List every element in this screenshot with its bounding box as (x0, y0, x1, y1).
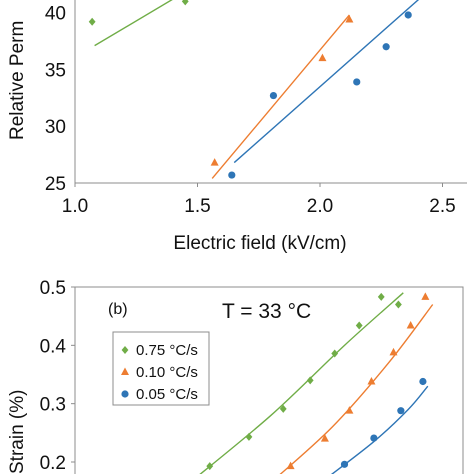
legend-label: 0.75 °C/s (136, 342, 198, 359)
legend-label: 0.10 °C/s (136, 364, 198, 381)
trend-curve (199, 292, 404, 474)
data-point (389, 347, 398, 356)
legend-box (112, 331, 210, 406)
data-point (421, 292, 430, 300)
data-point (318, 53, 327, 62)
data-point (269, 91, 278, 100)
panel-label: (b) (108, 301, 128, 318)
legend-marker (121, 346, 129, 354)
data-point (331, 349, 339, 358)
legend-marker (121, 390, 129, 398)
y-tick-label: 30 (45, 117, 66, 138)
data-point (370, 434, 378, 442)
y-tick-label: 35 (45, 60, 66, 81)
data-point (355, 321, 363, 330)
panel-b-chart: 0.5 0.4 0.3 0.2 Strain (%) (b) T = 33 °C 0.75 °… (7, 278, 464, 474)
data-point (320, 434, 329, 442)
data-point (345, 15, 354, 23)
data-point (286, 461, 295, 470)
legend: 0.75 °C/s 0.10 °C/s 0.05 °C/s (112, 331, 210, 406)
data-point (279, 404, 287, 413)
data-point (228, 171, 236, 179)
temperature-annotation: T = 33 °C (222, 300, 311, 323)
panel-a-chart: 1.0 1.5 2.0 2.5 25 30 35 40 Electric field (kV/c… (7, 0, 467, 254)
x-tick-label: 2.5 (429, 196, 455, 217)
x-tick-label: 2.0 (307, 196, 333, 217)
data-point (345, 406, 354, 414)
y-tick-label: 0.5 (40, 278, 66, 299)
data-point (397, 407, 405, 415)
legend-label: 0.05 °C/s (136, 386, 198, 403)
plot-frame (74, 286, 464, 474)
trend-line (211, 14, 350, 179)
y-tick-label: 40 (45, 4, 66, 25)
y-tick-label: 0.3 (40, 395, 66, 416)
data-point (382, 43, 390, 51)
trend-curve (279, 304, 434, 474)
data-point (419, 377, 427, 386)
trend-line (233, 0, 420, 164)
data-point (88, 17, 96, 26)
trend-curve (330, 385, 429, 474)
data-point (306, 376, 314, 385)
data-point (340, 460, 349, 468)
data-point (395, 300, 402, 309)
data-point (210, 158, 219, 166)
y-tick-label: 25 (45, 174, 66, 195)
trend-line (94, 0, 173, 47)
x-tick-label: 1.0 (62, 196, 88, 217)
x-axis-label: Electric field (kV/cm) (173, 233, 346, 254)
data-point (181, 0, 189, 6)
data-point (245, 432, 253, 441)
y-tick-label: 0.2 (40, 453, 66, 474)
legend-marker (121, 367, 129, 375)
y-axis-label: Relative Perm (7, 21, 28, 140)
y-axis-label: Strain (%) (7, 390, 28, 474)
x-tick-label: 1.5 (184, 196, 210, 217)
y-tick-label: 0.4 (40, 336, 67, 357)
data-point (206, 462, 214, 471)
data-point (377, 292, 385, 301)
data-point (404, 11, 412, 19)
data-point (353, 78, 361, 86)
data-point (367, 377, 376, 385)
data-point (406, 321, 415, 329)
